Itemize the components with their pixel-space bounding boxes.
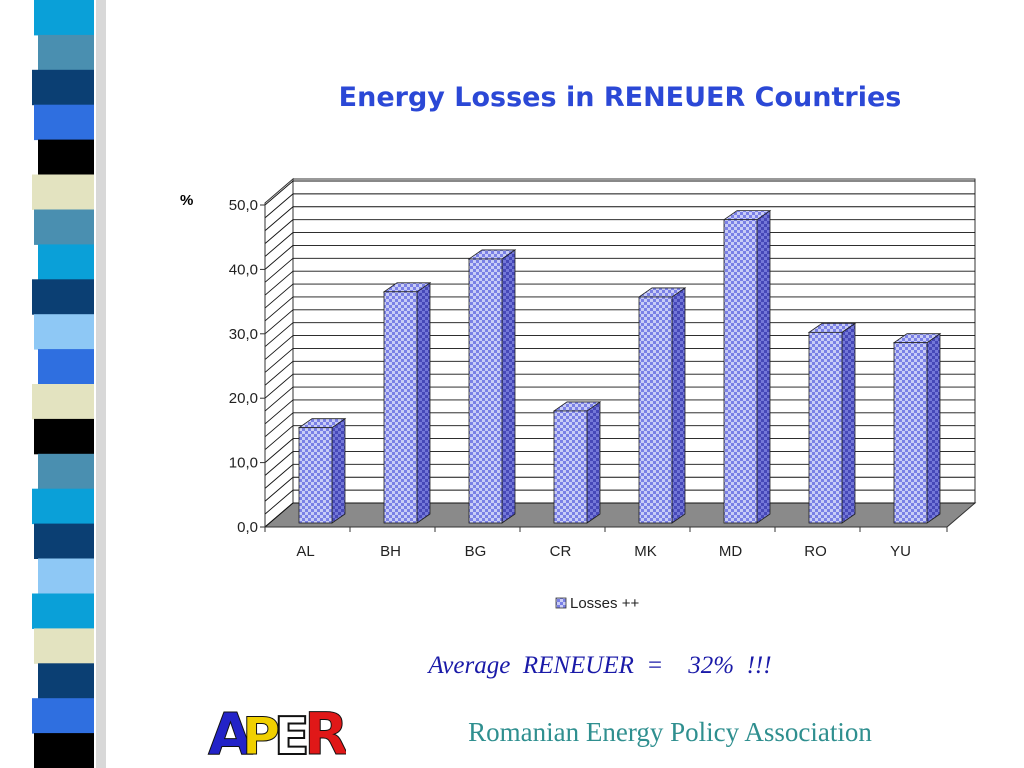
x-tick-label: BG (465, 543, 487, 560)
svg-text:P: P (242, 707, 280, 760)
svg-text:E: E (274, 707, 310, 760)
bar-front (298, 427, 333, 524)
y-tick-label: 0,0 (237, 519, 258, 536)
x-tick-label: RO (804, 543, 827, 560)
gridline-side (264, 232, 294, 257)
average-statement: Average RENEUER = 32% !!! (428, 652, 772, 679)
gridline-side (264, 296, 294, 322)
bar-front (553, 410, 588, 524)
bar-side (756, 209, 771, 524)
y-tick-label: 10,0 (229, 455, 258, 472)
gridline-side (264, 464, 294, 489)
gridline-side (264, 399, 294, 425)
association-name: Romanian Energy Policy Association (468, 717, 872, 747)
legend: Losses ++ (555, 595, 639, 612)
x-tick-label: MK (634, 543, 657, 560)
gridline-side (264, 270, 294, 296)
chart-title: Energy Losses in RENEUER Countries (338, 82, 902, 113)
aper-logo: A P E R (208, 700, 347, 761)
gridline-side (264, 476, 294, 502)
gridline-side (264, 438, 294, 463)
bar-side (331, 417, 346, 524)
gridline-side (264, 348, 294, 373)
gridline-side (264, 283, 294, 309)
gridline-side (264, 412, 294, 438)
bar-front (723, 219, 758, 524)
gridline-side (264, 206, 294, 232)
bar-side (926, 332, 941, 524)
bar-side (416, 282, 431, 524)
gridline-side (264, 322, 294, 348)
bar-front (808, 331, 843, 524)
bar-side (841, 322, 856, 524)
gridline-side (264, 245, 294, 270)
gridline-side (264, 219, 294, 244)
gridline-side (264, 373, 294, 399)
y-tick-label: 20,0 (229, 390, 258, 407)
bar-al (297, 417, 347, 524)
gridline-side (264, 502, 294, 528)
bar-md (722, 209, 772, 524)
bar-bh (382, 282, 432, 524)
svg-text:A: A (208, 700, 253, 760)
legend-label: Losses ++ (570, 595, 639, 612)
bar-yu (892, 332, 942, 524)
y-tick-label: 30,0 (229, 326, 258, 343)
bar-cr (552, 401, 602, 524)
x-tick-label: MD (719, 543, 742, 560)
x-tick-label: CR (550, 543, 572, 560)
chart-floor (263, 502, 977, 528)
gridline-side (264, 180, 294, 206)
gridline-side (264, 386, 294, 412)
x-tick-label: AL (296, 543, 314, 560)
svg-text:R: R (304, 700, 346, 760)
y-tick-label: 50,0 (229, 197, 258, 214)
gridline-side (264, 360, 294, 386)
bar-ro (807, 322, 857, 524)
bar-side (586, 401, 601, 524)
gridline-side (264, 257, 294, 283)
x-tick-label: YU (890, 543, 911, 560)
bar-side (671, 287, 686, 524)
bar-side (501, 249, 516, 524)
bar-front (893, 342, 928, 524)
gridline-side (264, 335, 294, 360)
bar-chart: 0,010,020,030,040,050,0AL BH BG CR MK MD RO YU … (180, 177, 977, 612)
gridline-side (264, 425, 294, 451)
gridline-side (264, 451, 294, 476)
y-unit-label: % (180, 192, 193, 209)
legend-swatch (555, 597, 567, 609)
bar-front (638, 296, 673, 524)
gridline-side (264, 489, 294, 515)
gridline-side (264, 309, 294, 335)
bar-front (383, 291, 418, 524)
x-tick-label: BH (380, 543, 401, 560)
decorative-stripe-band (32, 0, 106, 768)
gridline-side (264, 193, 294, 219)
bar-bg (467, 249, 517, 524)
bar-front (468, 258, 503, 524)
y-tick-label: 40,0 (229, 261, 258, 278)
bar-mk (637, 287, 687, 524)
